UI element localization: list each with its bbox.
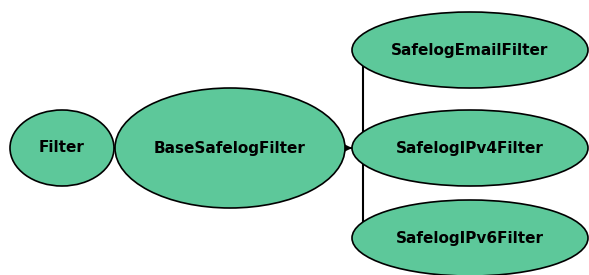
Ellipse shape (115, 88, 345, 208)
Text: SafelogEmailFilter: SafelogEmailFilter (391, 43, 549, 57)
Text: Filter: Filter (39, 141, 85, 155)
Text: BaseSafelogFilter: BaseSafelogFilter (154, 141, 306, 155)
Text: SafelogIPv4Filter: SafelogIPv4Filter (396, 141, 544, 155)
Ellipse shape (352, 200, 588, 275)
Ellipse shape (352, 110, 588, 186)
Ellipse shape (352, 12, 588, 88)
Ellipse shape (10, 110, 114, 186)
Text: SafelogIPv6Filter: SafelogIPv6Filter (396, 230, 544, 246)
